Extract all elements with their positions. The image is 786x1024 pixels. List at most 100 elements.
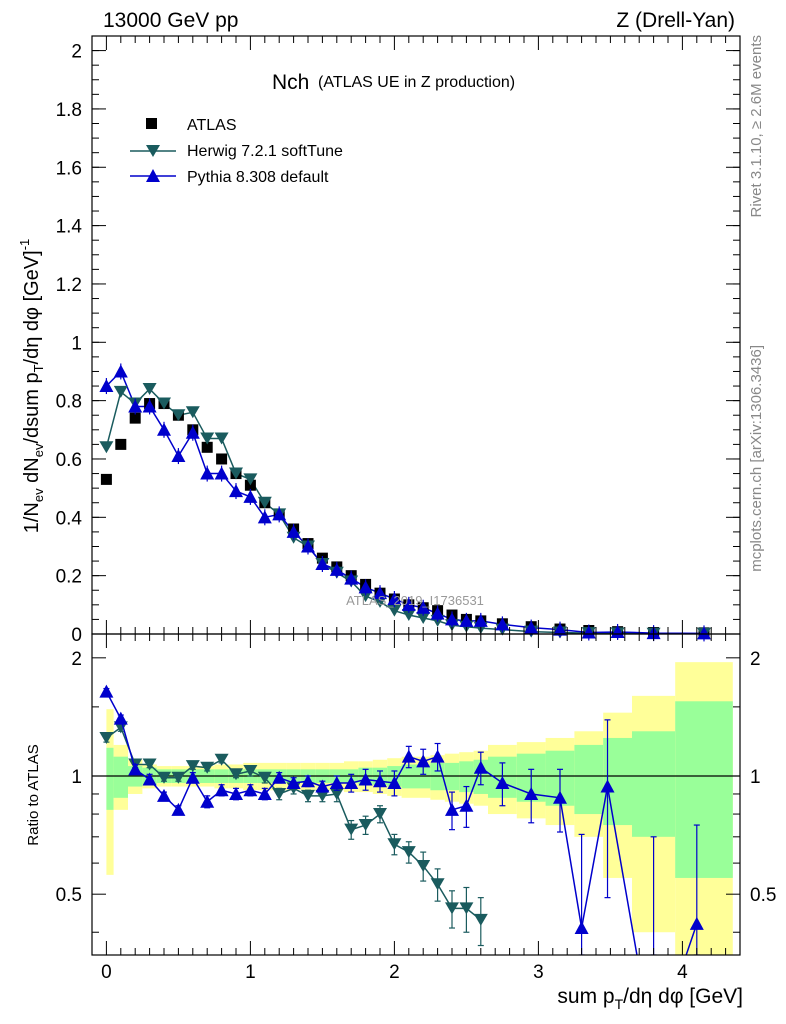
main-herwig-point [157,397,171,410]
header-left: 13000 GeV pp [103,9,238,32]
main-y-tick-label: 0.6 [56,450,82,471]
x-axis-label: sum pT/dη dφ [GeV] [557,985,743,1012]
main-herwig-point [200,432,215,445]
ratio-herwig-point [272,787,287,800]
ratio-pythia-point [524,786,539,800]
ratio-pythia-point [272,770,287,784]
main-pythia-point [229,484,243,498]
main-pythia-line [105,370,705,635]
ratio-series-layer [99,684,704,955]
ratio-pythia-point [301,774,315,788]
ratio-pythia-point [553,790,567,804]
main-herwig-point [401,609,416,622]
legend-pythia-marker [146,169,160,182]
ratio-bands [92,662,740,955]
main-y-tick-label: 0.8 [56,392,82,413]
legend-atlas-marker [146,118,157,129]
ratio-herwig-point [185,760,200,773]
ratio-herwig-point [171,771,186,784]
main-pythia-point [286,524,301,538]
legend-pythia-label: Pythia 8.308 default [187,169,329,186]
ratio-y-tick-label-right: 2 [750,649,761,670]
ratio-herwig-point [373,808,387,821]
ratio-herwig-point [200,761,215,774]
ratio-y-tick-label-right: 1 [750,767,761,788]
ratio-herwig-point [430,878,445,891]
main-pythia-point [272,507,287,521]
main-atlas-point [201,441,213,453]
ratio-pythia-point [430,749,445,763]
ratio-pythia-point [600,779,615,793]
ratio-herwig-point [473,913,488,926]
x-tick-label: 4 [677,962,688,983]
main-herwig-point [185,406,200,419]
side-note-top: Rivet 3.1.10, ≥ 2.6M events [748,35,765,218]
ratio-herwig-point [344,823,359,836]
ratio-herwig-point [329,787,344,800]
ratio-pythia-point [495,775,510,789]
main-herwig-point [171,409,186,422]
ratio-y-tick-label: 2 [71,649,82,670]
ratio-pythia-point [142,772,157,786]
main-y-axis-label: 1/Nev dNev/dsum pT/dη dφ [GeV]-1 [17,239,46,534]
main-series-layer [99,363,711,642]
main-herwig-point [257,496,272,509]
main-pythia-point [157,422,171,436]
header-right: Z (Drell-Yan) [616,9,735,32]
main-y-tick-label: 1.8 [56,100,82,121]
ratio-herwig-point [257,771,272,784]
ratio-herwig-point [445,902,459,915]
main-pythia-point [459,613,474,627]
main-pythia-point [430,606,445,620]
main-pythia-point [697,626,711,640]
ratio-pythia-point [171,802,186,816]
main-herwig-point [214,432,229,445]
main-y-tick-label: 1.6 [56,158,82,179]
ratio-herwig-point [243,764,258,777]
ratio-pythia-point [689,916,704,930]
ratio-pythia-point [416,754,431,768]
ratio-herwig-point [142,758,157,771]
x-tick-label: 1 [245,962,256,983]
ratio-herwig-point [459,902,474,915]
main-pythia-point [610,624,625,638]
ratio-pythia-point [401,749,416,763]
ratio-pythia-point [99,684,114,698]
ratio-pythia-point [473,760,488,774]
side-note-bottom: mcplots.cern.ch [arXiv:1306.3436] [748,345,765,572]
main-atlas-point [216,453,228,465]
main-pythia-point [495,617,510,631]
main-pythia-point [185,425,200,439]
main-herwig-point [142,382,157,395]
main-pythia-point [214,466,229,480]
ratio-pythia-point [445,802,459,816]
plot-title-sub: (ATLAS UE in Z production) [318,74,515,91]
main-pythia-point [401,597,416,611]
main-pythia-point [329,562,344,576]
ratio-pythia-point [128,762,143,776]
main-y-tick-label: 2 [71,42,82,63]
ratio-pythia-point [358,772,373,786]
ratio-y-tick-label: 0.5 [56,885,82,906]
main-atlas-point [100,473,112,485]
ratio-pythia-point [387,775,402,789]
main-y-tick-label: 0.4 [56,508,83,529]
main-pythia-point [445,612,459,626]
main-pythia-point [553,622,567,636]
ratio-pythia-point [286,775,301,789]
ratio-pythia-line [105,691,698,955]
main-herwig-point [99,441,114,454]
ratio-pythia-point [214,783,229,797]
main-pythia-point [373,586,387,600]
ratio-pythia-point [373,774,387,788]
main-herwig-point [229,467,243,480]
main-pythia-point [113,364,128,378]
legend: ATLAS Herwig 7.2.1 softTune Pythia 8.308… [130,117,343,186]
ratio-herwig-point [157,771,171,784]
ratio-herwig-point [401,846,416,859]
ratio-pythia-point [229,786,243,800]
main-pythia-point [358,580,373,594]
main-herwig-point [113,385,128,398]
main-y-tick-label: 1 [71,333,82,354]
